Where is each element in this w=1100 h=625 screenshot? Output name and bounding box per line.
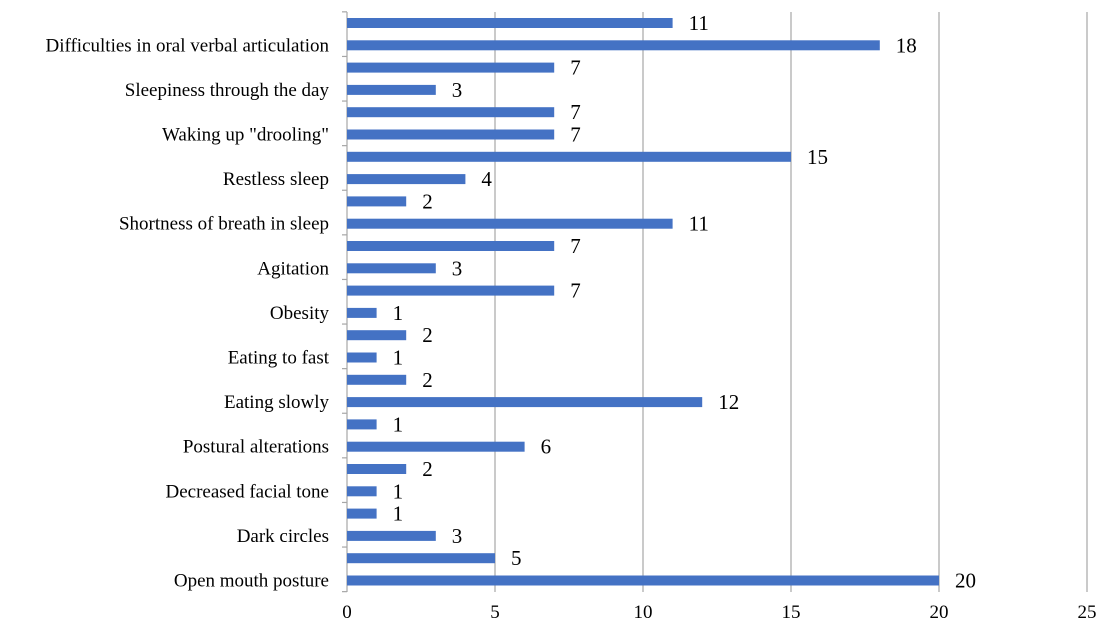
data-label: 7 [570, 234, 581, 258]
data-label: 1 [393, 479, 404, 503]
bar [347, 464, 407, 474]
data-label: 1 [393, 301, 404, 325]
category-label: Difficulties in oral verbal articulation [46, 35, 330, 56]
data-label: 3 [452, 524, 463, 548]
bar [347, 352, 377, 363]
data-label: 5 [511, 546, 522, 570]
data-label: 3 [452, 256, 463, 280]
bar [347, 508, 377, 519]
data-label: 7 [570, 279, 581, 303]
bar [347, 307, 377, 318]
x-tick-label: 25 [1078, 602, 1097, 623]
data-label: 11 [689, 11, 709, 35]
category-label: Dark circles [237, 526, 329, 547]
data-label: 11 [689, 212, 709, 236]
data-label: 1 [393, 502, 404, 526]
bar [347, 575, 939, 586]
category-label: Agitation [257, 258, 329, 279]
category-label: Eating to fast [228, 348, 330, 369]
bar [347, 530, 436, 541]
bar [347, 174, 466, 185]
data-label: 2 [422, 323, 433, 347]
bar [347, 18, 673, 28]
bar [347, 330, 407, 341]
data-label: 18 [896, 33, 917, 57]
bar [347, 151, 791, 162]
data-label: 2 [422, 457, 433, 481]
bar [347, 218, 673, 229]
bar [347, 419, 377, 430]
bar [347, 196, 407, 207]
bar [347, 441, 525, 452]
category-label: Open mouth posture [174, 571, 329, 592]
data-label: 4 [481, 167, 492, 191]
data-label: 7 [570, 56, 581, 80]
x-tick-label: 0 [342, 602, 352, 623]
category-label: Decreased facial tone [165, 481, 329, 502]
bar [347, 129, 555, 140]
category-label: Sleepiness through the day [125, 80, 330, 101]
data-label: 3 [452, 78, 463, 102]
category-label: Shortness of breath in sleep [119, 214, 329, 235]
data-label: 2 [422, 189, 433, 213]
x-tick-label: 15 [782, 602, 801, 623]
category-labels: Difficulties in oral verbal articulation… [46, 35, 330, 591]
category-label: Restless sleep [223, 169, 329, 190]
data-label: 15 [807, 145, 828, 169]
bar [347, 107, 555, 118]
data-label: 12 [718, 390, 739, 414]
category-label: Eating slowly [224, 392, 330, 413]
bar [347, 62, 555, 73]
bar [347, 285, 555, 296]
bar [347, 263, 436, 274]
data-label: 2 [422, 368, 433, 392]
data-label: 6 [541, 435, 552, 459]
bar [347, 40, 880, 51]
x-tick-label: 20 [930, 602, 949, 623]
category-label: Postural alterations [183, 437, 329, 458]
bar [347, 486, 377, 497]
x-tick-label: 5 [490, 602, 500, 623]
data-label: 1 [393, 412, 404, 436]
bar [347, 241, 555, 251]
data-label: 20 [955, 569, 976, 593]
data-label: 7 [570, 100, 581, 124]
x-tick-label: 10 [634, 602, 653, 623]
bar [347, 374, 407, 385]
data-label: 1 [393, 346, 404, 370]
bar [347, 84, 436, 95]
data-label: 7 [570, 123, 581, 147]
category-label: Obesity [270, 303, 330, 324]
bar [347, 553, 495, 564]
x-axis-tick-labels: 0 5 10 15 20 25 [342, 602, 1096, 623]
category-label: Waking up "drooling" [162, 125, 329, 146]
bar [347, 397, 703, 408]
bars [347, 18, 939, 586]
